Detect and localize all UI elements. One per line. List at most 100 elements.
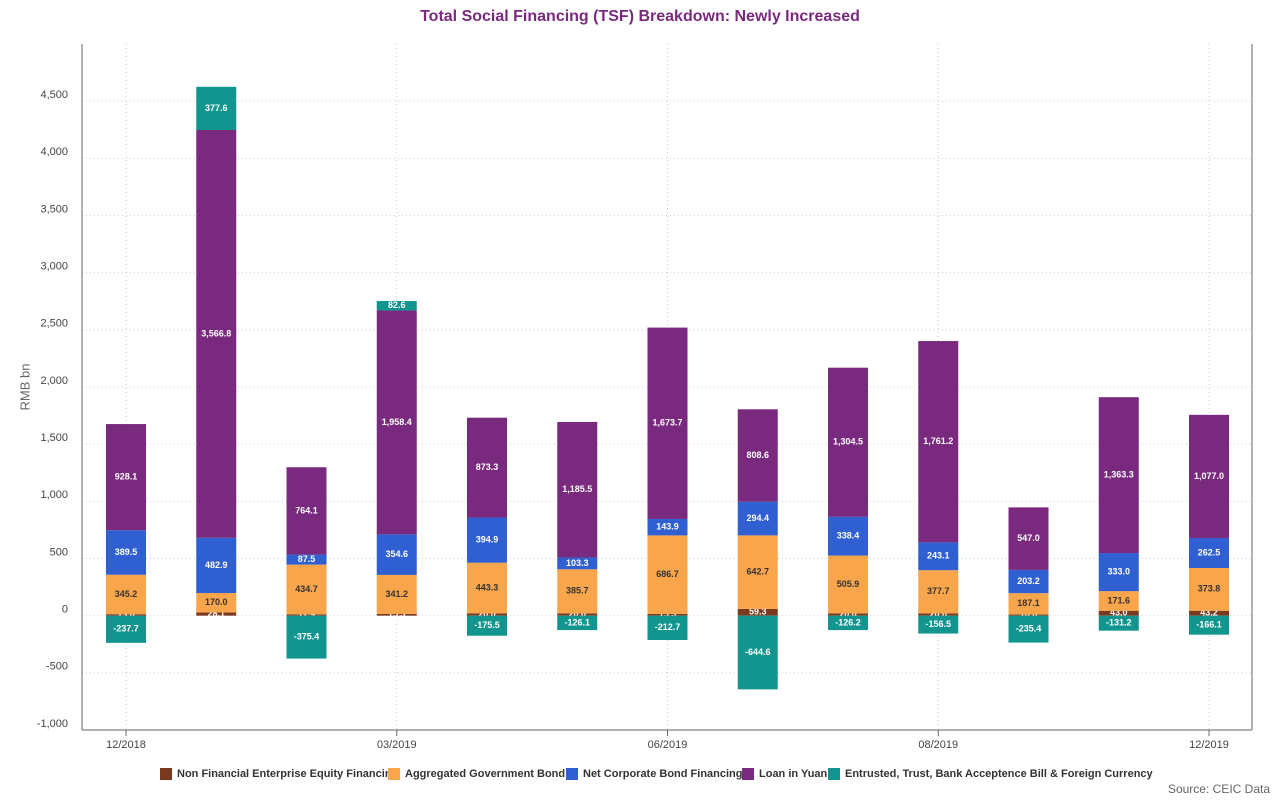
x-tick-label: 08/2019 [918,739,958,751]
bar-segment [376,613,417,616]
data-label: 1,673.7 [652,418,682,428]
data-label: -131.2 [1106,618,1132,628]
data-label: 262.5 [1198,547,1221,557]
bar-segment [828,555,868,614]
data-label: 171.6 [1107,595,1130,605]
x-tick-label: 12/2019 [1189,739,1229,751]
legend-swatch [828,768,840,780]
data-label: 338.4 [837,531,860,541]
legend-label: Non Financial Enterprise Equity Financin… [177,768,398,780]
data-label: 170.0 [205,597,228,607]
data-label: 354.6 [385,549,408,559]
y-tick-label: 3,500 [40,203,68,215]
y-tick-label: 1,500 [40,432,68,444]
bar-segment [1008,615,1049,643]
bar-segment [1098,591,1139,611]
bar-segment [106,574,146,615]
data-label: -126.2 [835,617,861,627]
data-label: 373.8 [1198,584,1221,594]
data-label: 187.1 [1017,598,1040,608]
y-tick-label: -500 [46,661,68,673]
bar-segment [286,554,327,565]
data-label: 3,566.8 [201,328,231,338]
bar-segment [467,613,507,616]
bar-segment [737,608,778,616]
bar-segment [376,310,417,535]
data-label: 482.9 [205,560,228,570]
bar-segment [1008,507,1049,570]
legend-label: Aggregated Government Bond [405,768,565,780]
bar-segment [376,301,417,311]
data-label: 20.0 [929,609,947,619]
y-tick-label: 500 [50,546,68,558]
bar-segment [106,424,146,531]
legend-swatch [742,768,754,780]
data-label: 203.2 [1017,576,1040,586]
data-label: -237.7 [113,624,139,634]
source: Source: CEIC Data [1168,782,1270,796]
bar-segment [737,615,778,690]
data-label: 11.9 [298,609,315,619]
data-label: 389.5 [115,547,138,557]
data-label: 20.0 [478,609,496,619]
bar-segment [918,615,959,634]
data-label: -126.1 [564,617,590,627]
data-label: 547.0 [1017,533,1040,543]
bar-segment [647,615,688,640]
data-label: -156.5 [925,619,951,629]
data-label: 764.1 [295,505,318,515]
y-axis-label: RMB bn [17,364,32,411]
bar-segment [286,564,327,615]
bar-segment [647,613,688,616]
bar-segment [1189,537,1229,568]
legend-label: Loan in Yuan [759,768,828,780]
data-label: 43.2 [1200,608,1218,618]
bar-segment [467,517,507,563]
legend-swatch [388,768,400,780]
data-label: 43.0 [1110,608,1128,618]
y-tick-label: 2,000 [40,375,68,387]
data-label: 443.3 [476,582,499,592]
bar-segment [918,570,959,614]
bar-segment [737,535,778,609]
bar-segment [196,86,237,131]
bar-segment [286,467,327,555]
data-label: 103.3 [566,558,589,568]
data-label: 686.7 [656,569,679,579]
data-label: 434.7 [295,584,318,594]
y-tick-label: 1,000 [40,489,68,501]
bar-segment [557,615,598,631]
bar-segment [828,613,868,616]
bar-segment [647,518,688,536]
data-label: -212.7 [655,622,681,632]
data-label: 1,363.3 [1104,469,1134,479]
y-tick-label: 4,500 [40,89,68,101]
y-tick-label: 3,000 [40,261,68,273]
data-label: 377.7 [927,586,950,596]
legend-swatch [566,768,578,780]
legend-label: Entrusted, Trust, Bank Acceptence Bill &… [845,768,1154,780]
bar-segment [1098,553,1139,592]
bar-segment [1008,569,1049,594]
bar-segment [467,615,507,636]
data-label: 1,304.5 [833,437,863,447]
data-label: -175.5 [474,620,500,630]
bar-segment [557,557,598,570]
data-label: 1,958.4 [382,417,412,427]
data-label: 345.2 [115,589,138,599]
y-tick-label: 4,000 [40,146,68,158]
x-tick-label: 12/2018 [106,739,146,751]
data-label: 1,077.0 [1194,471,1224,481]
data-label: 59.3 [749,607,767,617]
data-label: 377.6 [205,103,228,113]
data-label: 243.1 [927,551,950,561]
bar-segment [647,535,688,614]
data-label: -235.4 [1016,623,1042,633]
data-label: 341.2 [385,589,408,599]
bar-segment [376,574,417,614]
bar-segment [1189,567,1229,611]
y-tick-label: -1,000 [37,718,68,730]
data-label: 873.3 [476,462,499,472]
bar-segment [1098,397,1139,554]
data-label: 20.0 [839,609,857,619]
